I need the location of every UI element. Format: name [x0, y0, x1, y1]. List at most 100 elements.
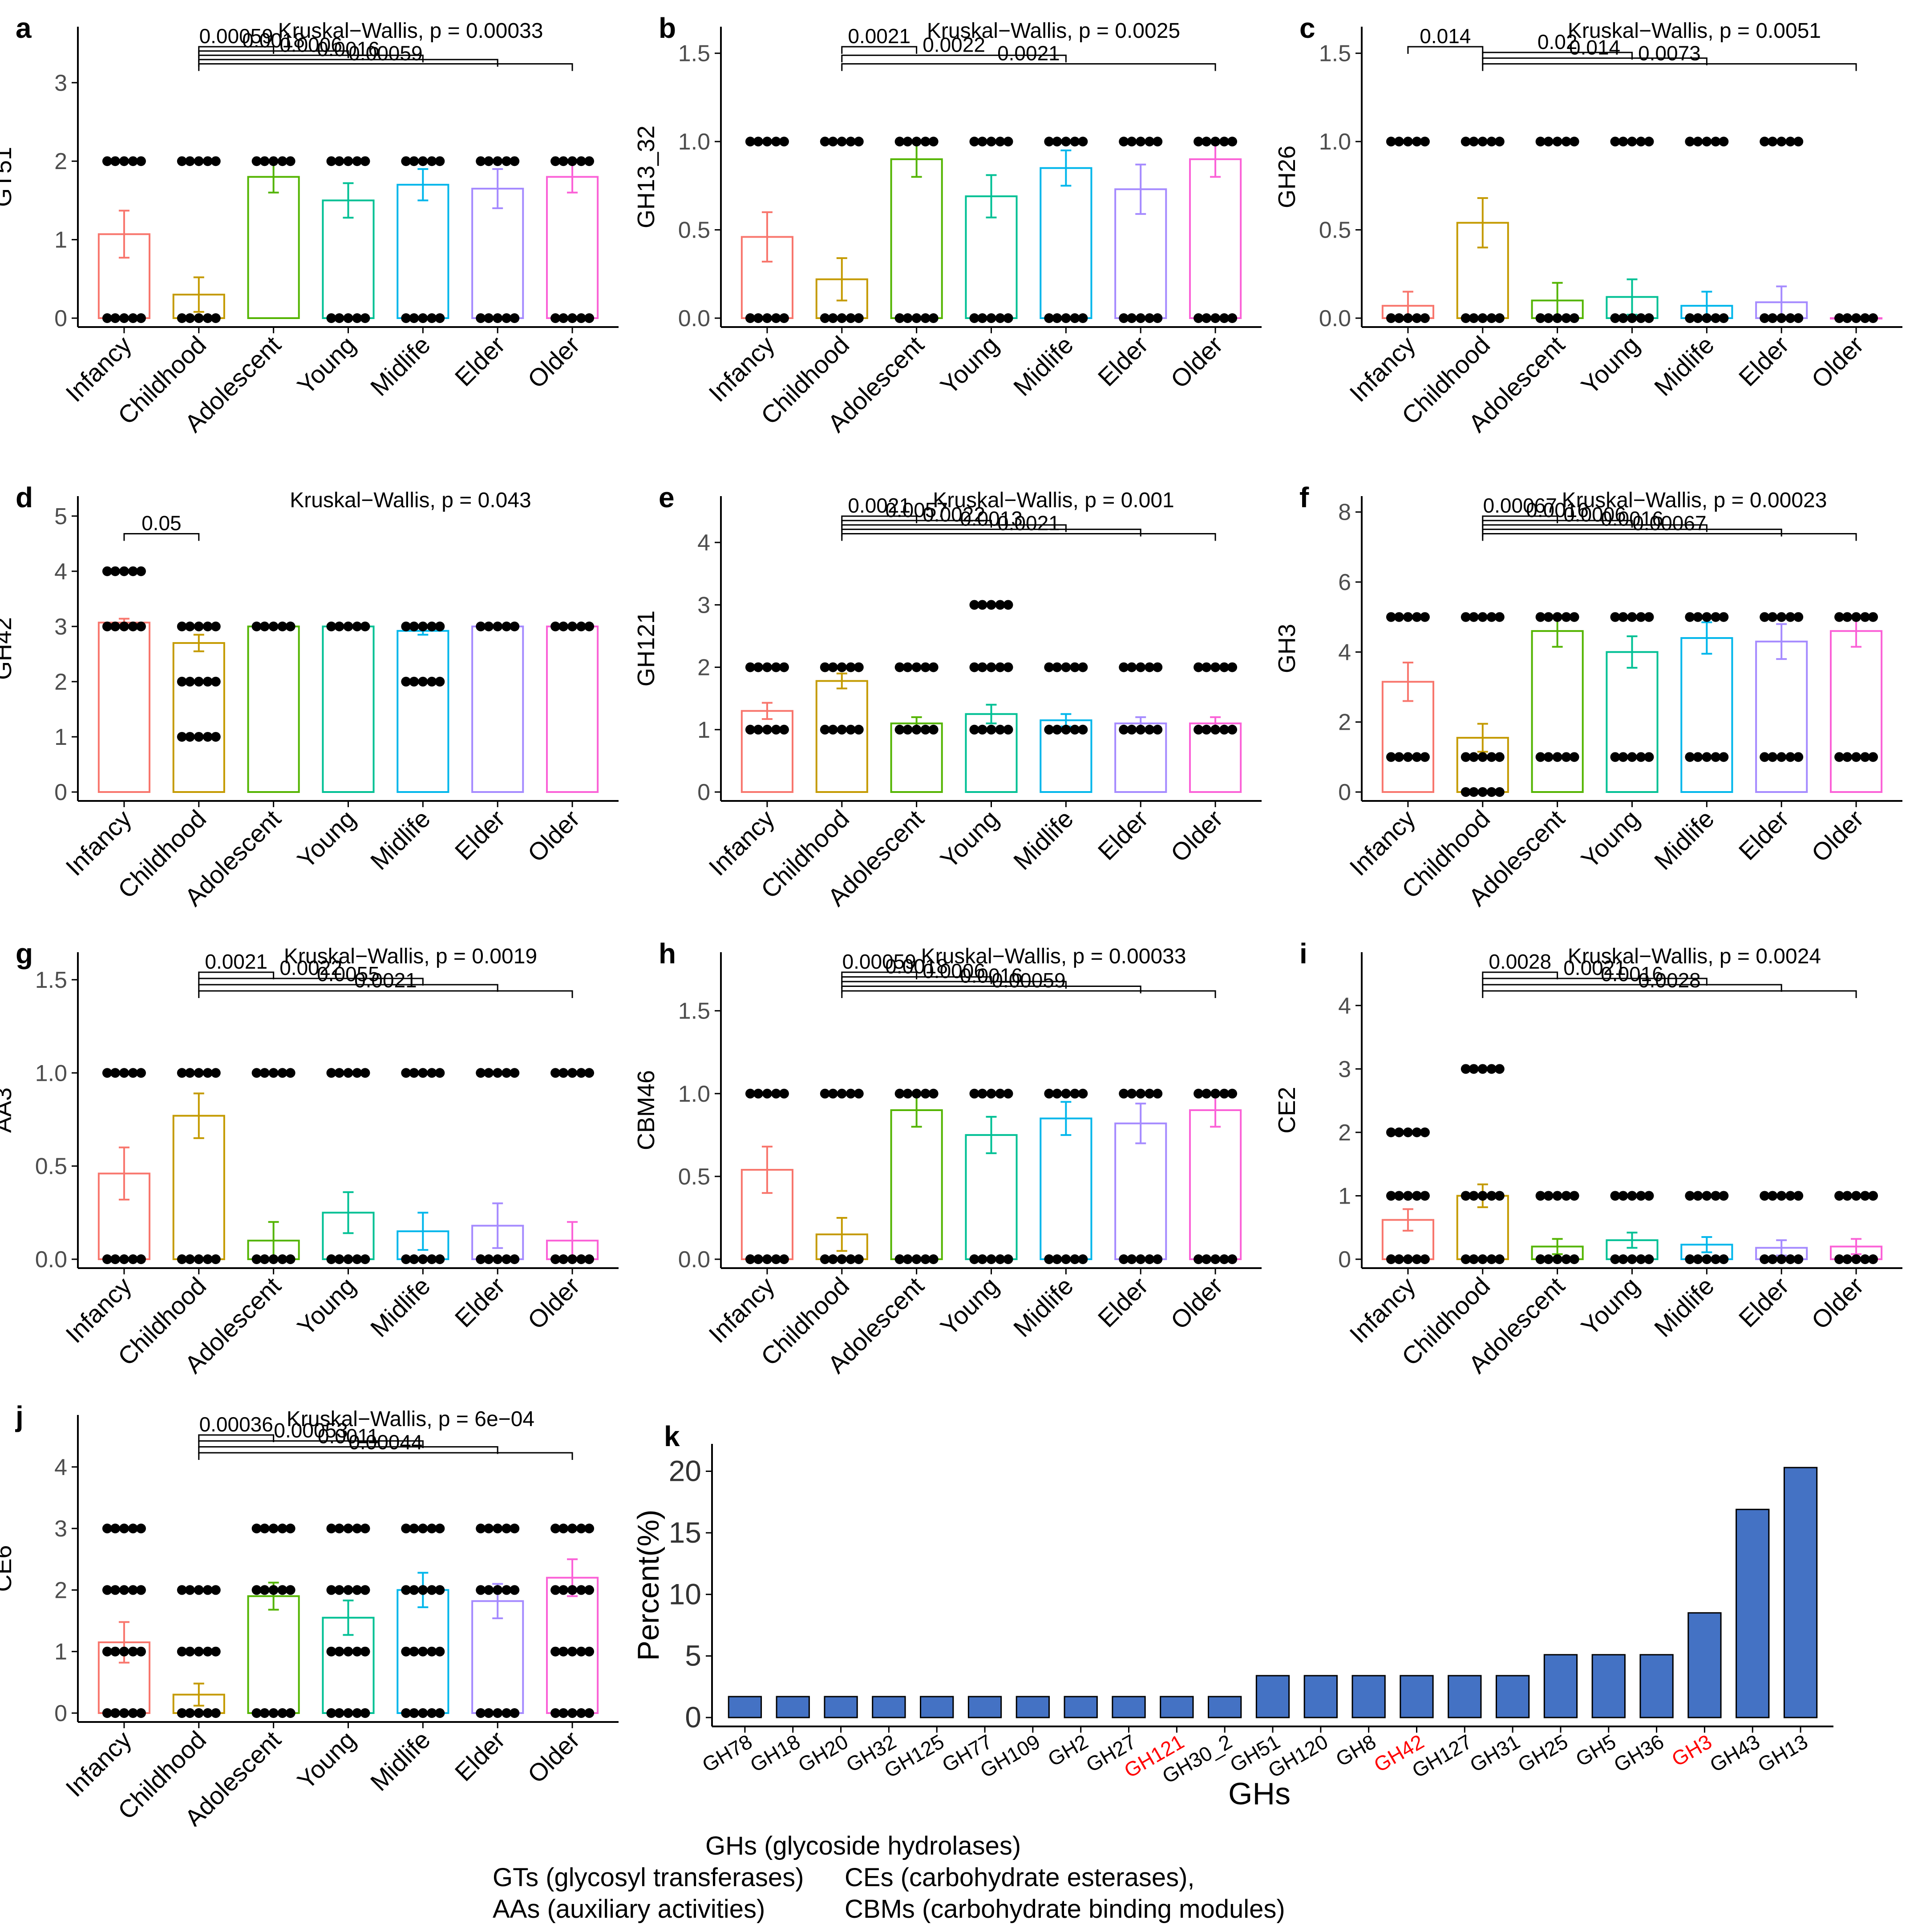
data-point: [1136, 137, 1146, 147]
data-point: [854, 313, 864, 323]
data-point: [343, 1708, 353, 1718]
data-point: [493, 313, 503, 323]
y-tick-label: 0.0: [35, 1247, 67, 1273]
data-point: [202, 676, 213, 687]
data-point: [1535, 1254, 1546, 1264]
data-point: [854, 1088, 864, 1099]
data-point: [1477, 612, 1488, 622]
bar-gh31: [1495, 1675, 1530, 1718]
data-point: [1610, 137, 1620, 147]
data-point: [102, 1254, 112, 1264]
data-point: [1469, 1191, 1479, 1201]
x-tick-label: GH2: [1044, 1730, 1092, 1771]
data-point: [185, 732, 195, 742]
data-point: [779, 313, 789, 323]
data-point: [1610, 1191, 1620, 1201]
bar-childhood: [172, 642, 225, 793]
data-point: [1719, 752, 1729, 762]
comparison-bracket: [198, 1434, 275, 1442]
data-point: [753, 137, 763, 147]
data-point: [259, 1068, 270, 1078]
data-point: [1403, 1254, 1413, 1264]
data-point: [1543, 612, 1554, 622]
data-point: [986, 1088, 996, 1099]
data-point: [753, 662, 763, 672]
y-tick-label: 2: [54, 149, 67, 174]
comparison-bracket: [841, 54, 1067, 63]
data-point: [1119, 137, 1129, 147]
data-point: [1078, 313, 1088, 323]
data-point: [995, 1254, 1005, 1264]
data-point: [435, 1524, 445, 1534]
data-point: [352, 1254, 362, 1264]
data-point: [1119, 1254, 1129, 1264]
data-point: [820, 1254, 830, 1264]
bar-adolescent: [247, 176, 300, 319]
data-point: [1776, 752, 1787, 762]
data-point: [1061, 662, 1071, 672]
data-point: [102, 156, 112, 166]
data-point: [326, 1585, 336, 1595]
panel-g: g 0.0 0.5 1.0 1.5 AA3 Kruskal−Wallis, p = 0.00…: [0, 938, 619, 1378]
data-point: [1136, 724, 1146, 735]
data-point: [1860, 1191, 1870, 1201]
x-tick-label: Older: [522, 804, 585, 867]
data-point: [1210, 662, 1221, 672]
data-point: [360, 621, 370, 631]
data-point: [1469, 1064, 1479, 1074]
data-point: [1061, 1254, 1071, 1264]
data-point: [285, 1524, 295, 1534]
x-tick-label: Midlife: [365, 1272, 436, 1342]
data-point: [185, 313, 195, 323]
data-point: [558, 313, 569, 323]
data-point: [1202, 313, 1212, 323]
data-point: [102, 1646, 112, 1657]
data-point: [1461, 137, 1471, 147]
y-tick-label: 6: [1338, 570, 1351, 595]
data-point: [753, 1088, 763, 1099]
data-point: [185, 676, 195, 687]
y-tick-label: 0.0: [678, 306, 710, 331]
data-point: [969, 1254, 979, 1264]
data-point: [977, 1088, 987, 1099]
bar-gh20: [824, 1696, 858, 1718]
x-tick-label: Older: [522, 1726, 585, 1788]
data-point: [762, 662, 772, 672]
data-point: [1685, 313, 1695, 323]
data-point: [1561, 1254, 1571, 1264]
data-point: [854, 1254, 864, 1264]
data-point: [1860, 612, 1870, 622]
data-point: [136, 566, 146, 576]
comparison-bracket: [841, 971, 918, 979]
data-point: [401, 156, 411, 166]
x-tick-label: Young: [292, 331, 361, 400]
data-point: [1851, 1254, 1861, 1264]
data-point: [1394, 1191, 1404, 1201]
data-point: [360, 1708, 370, 1718]
data-point: [567, 156, 578, 166]
data-point: [576, 1585, 587, 1595]
data-point: [1785, 313, 1796, 323]
data-point: [1851, 752, 1861, 762]
data-point: [1569, 612, 1579, 622]
data-point: [584, 1524, 595, 1534]
y-axis-title: GH121: [633, 610, 660, 687]
data-point: [1127, 137, 1137, 147]
data-point: [418, 1254, 428, 1264]
data-point: [584, 1708, 595, 1718]
comparison-p-value: 0.0016: [960, 964, 1023, 987]
data-point: [102, 566, 112, 576]
data-point: [920, 313, 931, 323]
data-point: [119, 621, 129, 631]
data-point: [584, 313, 595, 323]
data-point: [1469, 787, 1479, 797]
data-point: [326, 313, 336, 323]
data-point: [1685, 1254, 1695, 1264]
data-point: [1693, 612, 1703, 622]
data-point: [1793, 1254, 1804, 1264]
comparison-bracket: [841, 46, 918, 54]
data-point: [920, 137, 931, 147]
data-point: [210, 1708, 221, 1718]
data-point: [1469, 313, 1479, 323]
y-tick-label: 0: [54, 780, 67, 805]
